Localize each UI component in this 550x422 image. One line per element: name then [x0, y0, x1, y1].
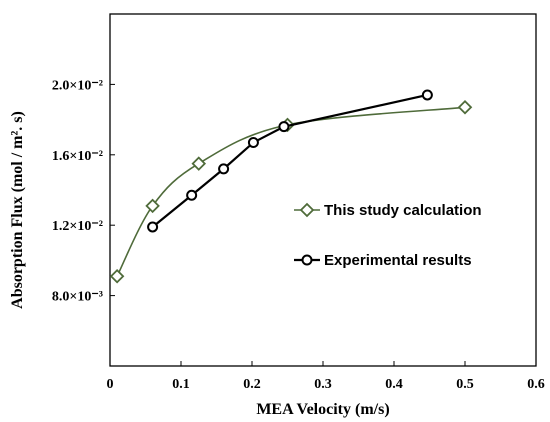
data-point: [186, 189, 198, 201]
data-point: [191, 156, 207, 171]
x-tick-label: 0.4: [385, 377, 403, 392]
data-point: [218, 163, 230, 175]
legend: This study calculation Experimental resul…: [294, 202, 482, 269]
series-line: [151, 93, 428, 228]
data-point: [457, 100, 473, 115]
series-2: [147, 89, 433, 233]
legend-label: Experimental results: [324, 252, 472, 269]
x-axis-title: MEA Velocity (m/s): [256, 401, 389, 418]
legend-label: This study calculation: [324, 202, 482, 219]
plot-frame: [109, 13, 537, 367]
y-tick-label: 8.0×10⁻³: [52, 290, 103, 305]
legend-marker: [301, 254, 313, 266]
series-layer: [109, 89, 473, 284]
y-tick-label: 1.2×10⁻²: [52, 219, 103, 234]
series-line: [116, 106, 466, 277]
legend-item: Experimental results: [294, 252, 472, 269]
data-point: [247, 136, 259, 148]
y-tick-label: 1.6×10⁻²: [52, 149, 103, 164]
data-point: [421, 89, 433, 101]
x-tick-label: 0.3: [314, 377, 332, 392]
x-tick-label: 0.6: [527, 377, 545, 392]
axes: 0 0.1 0.2 0.3 0.4 0.5 0.6 8.0×10⁻³ 1.2×10⁻² 1.6×1…: [52, 13, 545, 392]
data-point: [145, 198, 160, 214]
y-axis-title: Absorption Flux (mol / m². s): [9, 111, 26, 309]
data-point: [109, 268, 125, 284]
data-point: [147, 221, 159, 233]
x-tick-label: 0.1: [172, 377, 190, 392]
legend-item: This study calculation: [294, 202, 482, 219]
data-point: [278, 121, 290, 133]
x-tick-label: 0.5: [456, 377, 474, 392]
y-tick-label: 2.0×10⁻²: [52, 78, 103, 93]
x-tick-label: 0: [107, 377, 114, 392]
legend-marker: [299, 202, 315, 218]
x-tick-label: 0.2: [243, 377, 261, 392]
